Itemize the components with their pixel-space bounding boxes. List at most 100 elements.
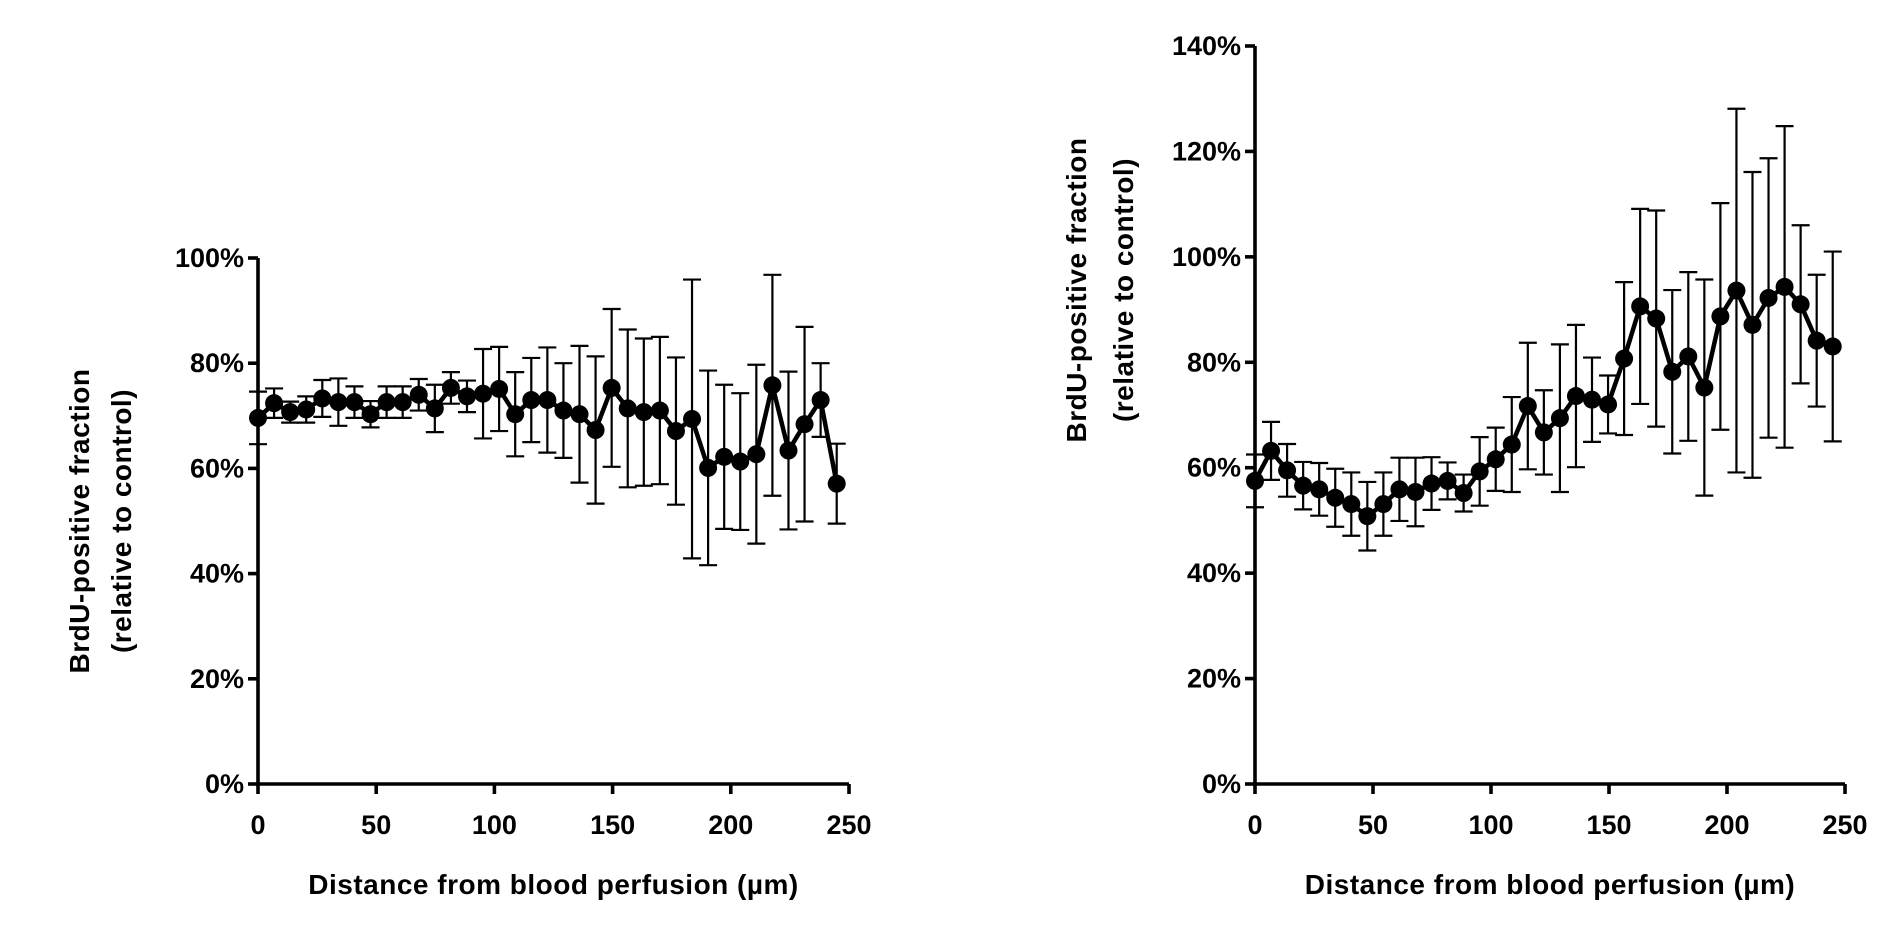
x-tick-label: 200: [708, 810, 753, 840]
x-tick-label: 200: [1704, 810, 1749, 840]
data-point: [683, 409, 702, 428]
data-point: [1278, 461, 1297, 480]
data-point: [281, 403, 300, 422]
data-point: [1727, 281, 1746, 300]
data-point: [1807, 331, 1826, 350]
data-point: [554, 401, 573, 420]
data-point: [1262, 441, 1281, 460]
data-point: [1711, 307, 1730, 326]
data-point: [1743, 315, 1762, 334]
data-point: [1823, 337, 1842, 356]
data-point: [1550, 409, 1569, 428]
x-tick-label: 0: [250, 810, 265, 840]
data-point: [1470, 462, 1489, 481]
data-point: [1615, 349, 1634, 368]
x-tick-label: 150: [1586, 810, 1631, 840]
data-point: [618, 399, 637, 418]
data-point: [249, 408, 267, 427]
data-point: [1534, 423, 1553, 442]
chart: 0% 20% 40% 60% 80% 100% 0 50 100 150 200 250 Distanc…: [64, 243, 872, 900]
data-point: [1486, 450, 1505, 469]
data-point: [634, 403, 653, 422]
data-point: [361, 405, 380, 424]
x-tick-label: 150: [590, 810, 635, 840]
data-point: [409, 385, 428, 404]
data-point: [1599, 395, 1618, 414]
y-axis-label: (relative to control): [1108, 158, 1139, 422]
data-point: [1583, 390, 1602, 409]
data-point: [731, 452, 750, 471]
data-point: [1310, 480, 1329, 499]
data-point: [747, 445, 766, 464]
x-tick-label: 50: [361, 810, 391, 840]
data-point: [457, 387, 476, 406]
data-point: [490, 379, 509, 398]
data-point: [538, 391, 557, 410]
data-point: [1566, 387, 1585, 406]
chart: 0% 20% 40% 60% 80% 100% 120% 140% 0 50 100 150 200 25…: [1061, 31, 1868, 900]
y-tick-label: 100%: [175, 243, 244, 273]
y-tick-label: 20%: [190, 664, 244, 694]
data-point: [1406, 482, 1425, 501]
data-point: [586, 421, 605, 440]
data-point: [1438, 471, 1457, 490]
y-tick-label: 60%: [1187, 453, 1241, 483]
data-point: [297, 400, 316, 419]
x-tick-label: 250: [826, 810, 871, 840]
y-axis-label: BrdU-positive fraction: [64, 368, 95, 673]
y-tick-label: 0%: [205, 769, 244, 799]
data-point: [1775, 277, 1794, 296]
data-point: [474, 384, 493, 403]
data-point: [827, 474, 846, 493]
x-tick-label: 0: [1247, 810, 1262, 840]
data-point: [345, 393, 364, 412]
data-point: [715, 447, 734, 466]
x-tick-label: 100: [1468, 810, 1513, 840]
x-tick-label: 250: [1822, 810, 1867, 840]
data-point: [699, 458, 718, 477]
data-point: [425, 399, 444, 418]
x-axis-label: Distance from blood perfusion (µm): [1305, 869, 1795, 900]
data-point: [1246, 471, 1264, 490]
y-tick-label: 40%: [190, 559, 244, 589]
data-point: [1390, 480, 1409, 499]
data-point: [1663, 362, 1682, 381]
y-tick-label: 60%: [190, 453, 244, 483]
data-point: [506, 405, 525, 424]
data-point: [393, 393, 412, 412]
data-point: [1342, 495, 1361, 514]
data-point: [329, 393, 348, 412]
data-point: [1294, 476, 1313, 495]
x-axis-label: Distance from blood perfusion (µm): [308, 869, 798, 900]
data-point: [1454, 484, 1473, 503]
data-point: [602, 378, 621, 397]
data-point: [666, 422, 685, 441]
data-point: [522, 391, 541, 410]
data-point: [1679, 347, 1698, 366]
y-axis-label: BrdU-positive fraction: [1061, 137, 1092, 442]
y-tick-label: 80%: [1187, 347, 1241, 377]
data-point: [1422, 474, 1441, 493]
data-point: [779, 441, 798, 460]
data-point: [1374, 495, 1393, 514]
data-point: [1695, 378, 1714, 397]
data-point: [1518, 397, 1537, 416]
x-tick-label: 100: [472, 810, 517, 840]
data-point: [1631, 297, 1650, 316]
y-tick-label: 120%: [1172, 136, 1241, 166]
data-point: [1358, 507, 1377, 526]
data-point: [313, 389, 332, 408]
y-tick-label: 80%: [190, 348, 244, 378]
y-tick-label: 20%: [1187, 664, 1241, 694]
data-point: [441, 378, 460, 397]
data-point: [1647, 309, 1666, 328]
x-tick-label: 50: [1358, 810, 1388, 840]
data-point: [650, 401, 669, 420]
data-point: [1326, 488, 1345, 507]
data-point: [1759, 288, 1778, 307]
y-tick-label: 100%: [1172, 242, 1241, 272]
data-point: [763, 376, 782, 395]
y-tick-label: 40%: [1187, 558, 1241, 588]
data-point: [377, 393, 396, 412]
